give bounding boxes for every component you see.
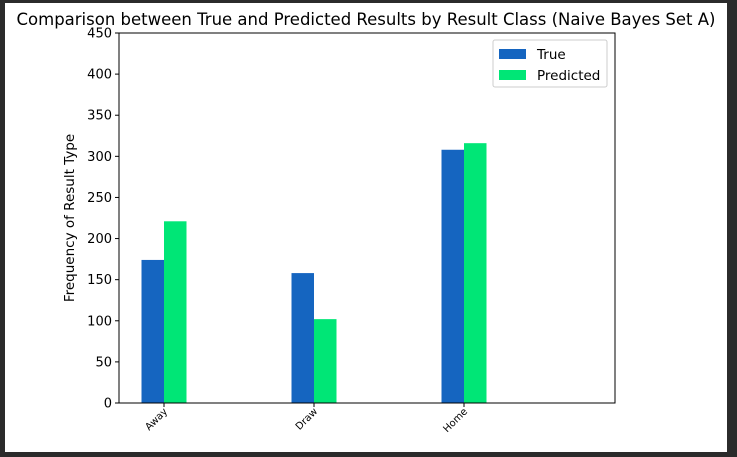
y-tick-label: 0 bbox=[104, 397, 112, 412]
chart-figure: Comparison between True and Predicted Re… bbox=[5, 3, 727, 452]
plot-area bbox=[118, 32, 616, 404]
bar-true-home bbox=[441, 149, 464, 403]
x-tick-label: Away bbox=[143, 406, 170, 433]
x-axis-ticks: Away Draw Home bbox=[143, 403, 470, 435]
chart-canvas: Comparison between True and Predicted Re… bbox=[17, 10, 716, 435]
bar-true-away bbox=[141, 259, 164, 403]
x-tick-label: Draw bbox=[294, 406, 320, 432]
bar-true-draw bbox=[291, 273, 314, 403]
chart-title: Comparison between True and Predicted Re… bbox=[17, 10, 716, 29]
y-axis-ticks: 0 50 100 150 200 250 300 350 400 450 bbox=[87, 27, 119, 412]
y-tick-label: 300 bbox=[87, 150, 112, 165]
y-tick-label: 150 bbox=[87, 273, 112, 288]
legend-label-true: True bbox=[536, 47, 566, 63]
y-tick-label: 250 bbox=[87, 191, 112, 206]
y-axis-label: Frequency of Result Type bbox=[62, 134, 78, 302]
y-tick-label: 50 bbox=[95, 355, 112, 370]
y-tick-label: 350 bbox=[87, 109, 112, 124]
x-tick-label: Home bbox=[441, 406, 470, 435]
y-tick-label: 100 bbox=[87, 314, 112, 329]
legend-swatch-true bbox=[499, 49, 526, 59]
bar-predicted-home bbox=[464, 143, 487, 403]
y-tick-label: 200 bbox=[87, 232, 112, 247]
bar-predicted-away bbox=[164, 221, 187, 403]
legend-swatch-predicted bbox=[499, 70, 526, 80]
y-tick-label: 450 bbox=[87, 27, 112, 42]
bars bbox=[141, 143, 487, 403]
legend: True Predicted bbox=[492, 39, 608, 88]
bar-predicted-draw bbox=[314, 319, 337, 403]
y-tick-label: 400 bbox=[87, 68, 112, 83]
legend-label-predicted: Predicted bbox=[537, 68, 600, 84]
